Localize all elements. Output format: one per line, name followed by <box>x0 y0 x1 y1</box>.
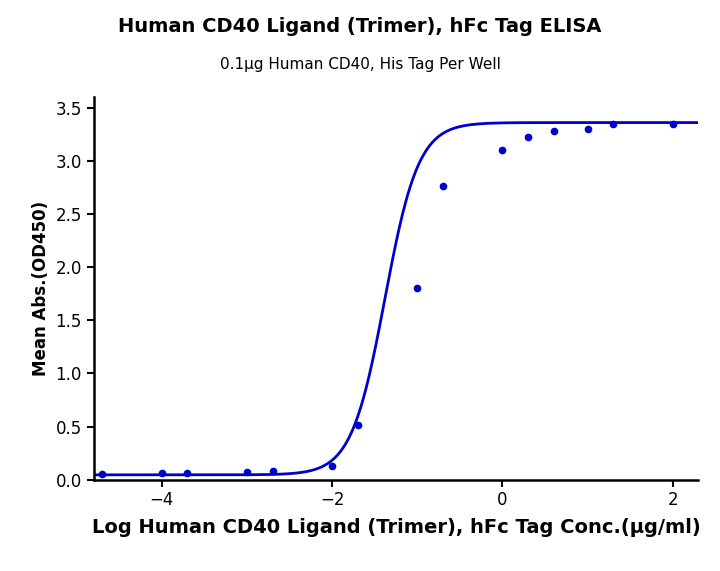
Text: 0.1μg Human CD40, His Tag Per Well: 0.1μg Human CD40, His Tag Per Well <box>220 57 500 72</box>
Text: Human CD40 Ligand (Trimer), hFc Tag ELISA: Human CD40 Ligand (Trimer), hFc Tag ELIS… <box>118 17 602 36</box>
Y-axis label: Mean Abs.(OD450): Mean Abs.(OD450) <box>32 201 50 376</box>
X-axis label: Log Human CD40 Ligand (Trimer), hFc Tag Conc.(μg/ml): Log Human CD40 Ligand (Trimer), hFc Tag … <box>91 518 701 537</box>
